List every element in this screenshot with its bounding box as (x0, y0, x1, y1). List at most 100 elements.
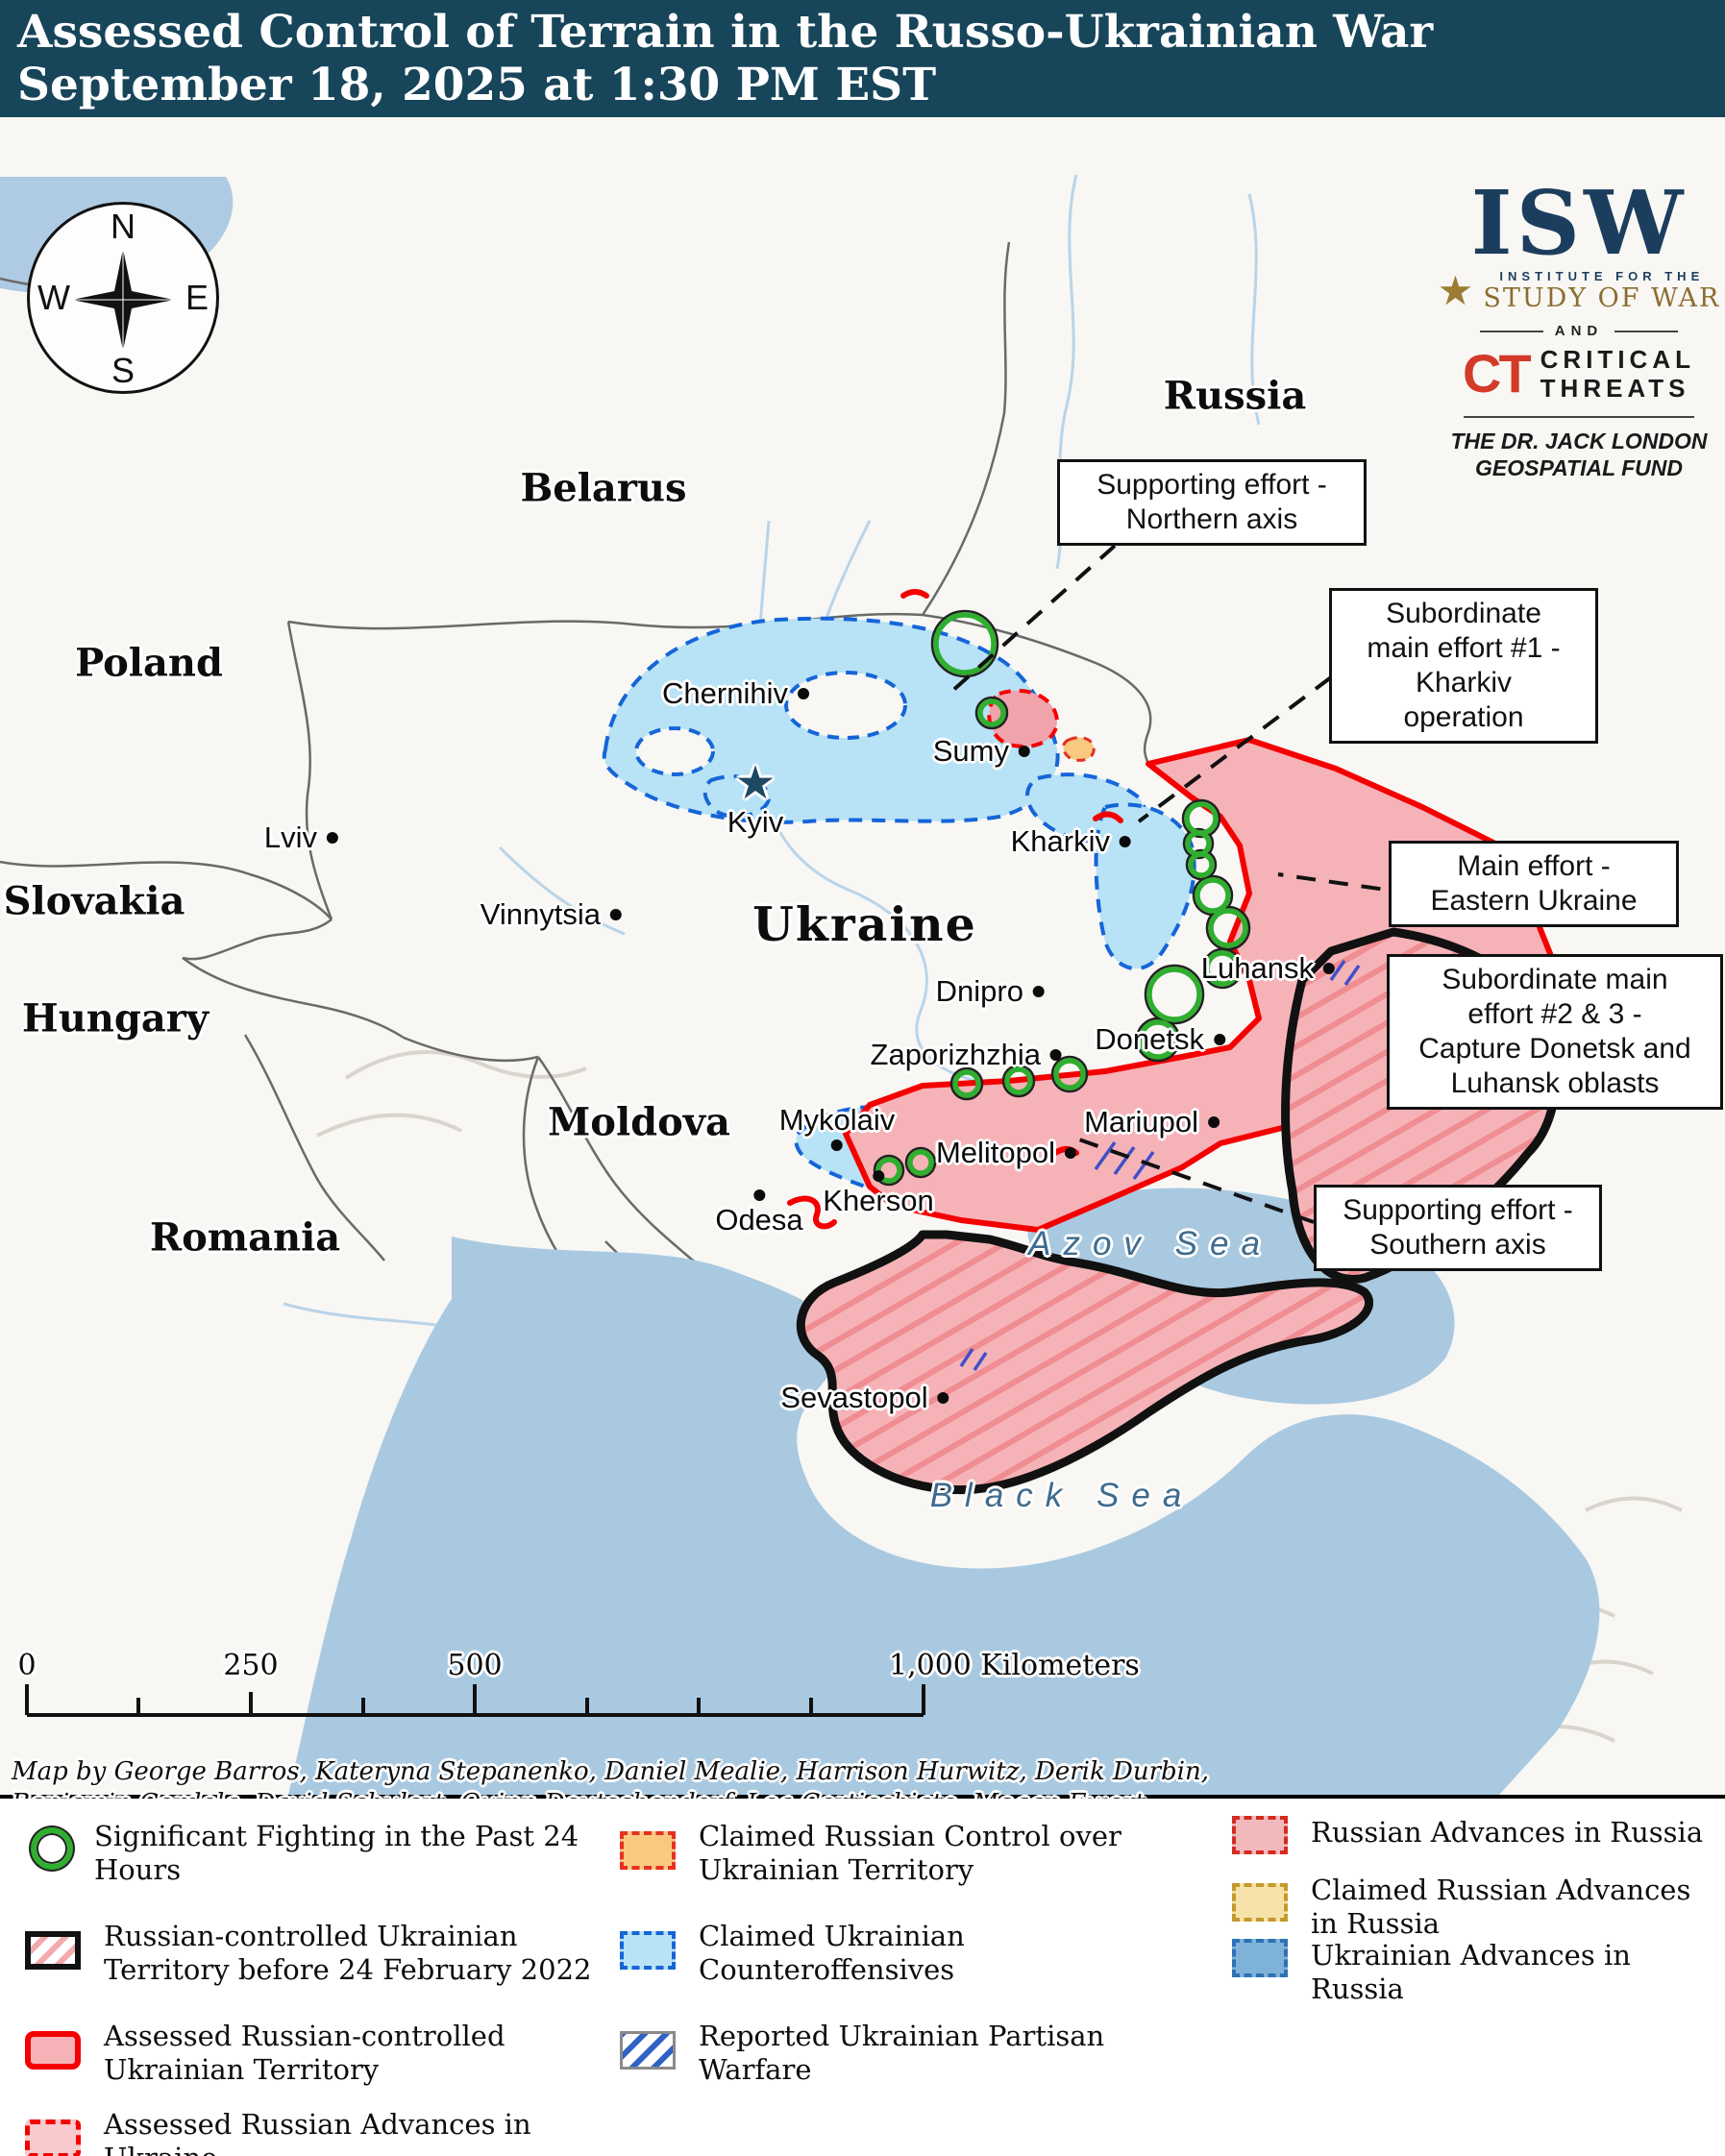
callout-kharkiv-operation: Subordinate main effort #1 - Kharkiv ope… (1329, 588, 1598, 744)
legend-label: Russian-controlled Ukrainian Territory b… (104, 1920, 592, 1986)
claimed-russian-control-swatch (620, 1831, 676, 1870)
city-label: Mykolaiv (778, 1103, 896, 1137)
city-label: Zaporizhzhia (870, 1038, 1041, 1071)
country-label-ukraine: Ukraine (752, 896, 977, 952)
russian-advances-russia-swatch (1232, 1816, 1288, 1854)
city-mariupol: Mariupol (1084, 1105, 1220, 1139)
pre2022-crimea (796, 1230, 1374, 1495)
ct-monogram-icon: CT (1463, 343, 1532, 404)
city-odesa: Odesa (715, 1189, 803, 1237)
city-dot (1214, 1034, 1225, 1045)
country-label-romania: Romania (149, 1214, 341, 1261)
geospatial-fund-label: THE DR. JACK LONDON GEOSPATIAL FUND (1450, 429, 1708, 480)
city-sevastopol: Sevastopol (780, 1381, 949, 1415)
city-dot (1323, 963, 1335, 974)
legend-item-claimed-russian-control: Claimed Russian Control over Ukrainian T… (620, 1820, 1179, 1887)
city-mykolaiv: Mykolaiv (778, 1103, 896, 1151)
city-kyiv: ★ Kyiv (727, 761, 784, 840)
compass-west-label: W (37, 278, 70, 317)
claimed-russian-advances-swatch (1232, 1883, 1288, 1922)
country-label-moldova: Moldova (548, 1099, 730, 1145)
isw-logo: ISW (1470, 171, 1688, 275)
black-sea (288, 1237, 1600, 1795)
city-label: Donetsk (1095, 1022, 1204, 1056)
fighting-circles (873, 609, 1251, 1187)
legend-label: Reported Ukrainian Partisan Warfare (699, 2020, 1105, 2086)
legend-label: Assessed Russian Advances in Ukraine (104, 2108, 531, 2156)
partisan-marks (959, 959, 1361, 1371)
city-dot (937, 1392, 949, 1404)
assessed-advances-swatch (25, 2119, 81, 2156)
city-label: Chernihiv (662, 676, 788, 710)
legend-item-russian-advances-russia: Russian Advances in Russia (1232, 1816, 1724, 1854)
callout-northern-axis: Supporting effort - Northern axis (1057, 459, 1367, 546)
compass-star-icon (72, 249, 174, 351)
legend-item-assessed-russian-controlled: Assessed Russian-controlled Ukrainian Te… (25, 2020, 604, 2087)
legend-label: Claimed Russian Advances in Russia (1311, 1874, 1691, 1940)
city-dot (327, 832, 338, 844)
country-label-hungary: Hungary (21, 995, 209, 1041)
city-label: Sevastopol (780, 1381, 928, 1414)
city-dot (1050, 1049, 1062, 1061)
compass-south-label: S (111, 351, 136, 390)
legend-item-significant-fighting: Significant Fighting in the Past 24 Hour… (31, 1820, 594, 1887)
city-label: Kharkiv (1010, 824, 1110, 858)
partisan-warfare-swatch (620, 2031, 676, 2070)
city-dot (753, 1189, 765, 1201)
map-canvas (0, 117, 1725, 1799)
city-label: Sumy (932, 734, 1009, 768)
country-label-russia: Russia (1163, 373, 1307, 419)
country-label-poland: Poland (75, 640, 223, 686)
city-dot (1065, 1147, 1076, 1159)
legend: Significant Fighting in the Past 24 Hour… (0, 1799, 1725, 2156)
ukrainian-advances-swatch (1232, 1939, 1288, 1977)
critical-threats-logo: CT CRITICAL THREATS (1463, 345, 1695, 403)
isw-institute-label: INSTITUTE FOR THE (1499, 269, 1705, 283)
city-zaporizhzhia: Zaporizhzhia (871, 1038, 1062, 1072)
scale-500: 500 (447, 1649, 503, 1682)
callout-southern-axis: Supporting effort - Southern axis (1314, 1185, 1602, 1271)
city-vinnytsia: Vinnytsia (481, 897, 622, 932)
callout-main-effort-eastern: Main effort - Eastern Ukraine (1389, 841, 1679, 927)
city-dot (1120, 836, 1131, 847)
city-melitopol: Melitopol (936, 1136, 1076, 1170)
city-dot (610, 909, 622, 920)
compass-north-label: N (111, 207, 136, 246)
isw-star-icon: ★ (1437, 268, 1474, 313)
city-label: Odesa (715, 1203, 803, 1237)
city-dot (1208, 1116, 1220, 1128)
city-dot (798, 688, 809, 699)
russian-advance-patch-sumy (987, 688, 1060, 748)
legend-item-partisan-warfare: Reported Ukrainian Partisan Warfare (620, 2020, 1179, 2087)
isw-study-of-war-label: STUDY OF WAR (1483, 283, 1721, 313)
compass-rose: N E S W (27, 202, 219, 394)
city-kherson: Kherson (823, 1170, 934, 1218)
city-luhansk: Luhansk (1201, 951, 1335, 986)
city-label: Mariupol (1084, 1105, 1198, 1139)
assessed-russian-swatch (25, 2031, 81, 2070)
city-label: Melitopol (935, 1136, 1055, 1169)
legend-item-claimed-ua-counteroffensives: Claimed Ukrainian Counteroffensives (620, 1920, 1179, 1987)
city-label: Vinnytsia (480, 897, 601, 931)
page-subtitle-date: September 18, 2025 at 1:30 PM EST (17, 59, 937, 111)
country-label-slovakia: Slovakia (3, 878, 185, 924)
city-dnipro: Dnipro (936, 974, 1045, 1009)
and-divider: AND (1479, 323, 1679, 339)
scale-1000-kilometers: 1,000 Kilometers (889, 1649, 1140, 1682)
legend-label: Significant Fighting in the Past 24 Hour… (94, 1820, 579, 1886)
legend-item-pre2022-territory: Russian-controlled Ukrainian Territory b… (25, 1920, 604, 1987)
callout-subordinate-2-3: Subordinate main effort #2 & 3 - Capture… (1387, 954, 1723, 1110)
counteroffensive-holes (634, 671, 907, 776)
legend-label: Claimed Russian Control over Ukrainian T… (699, 1820, 1121, 1886)
city-label: Kherson (823, 1184, 934, 1217)
sea-label-black-sea: Black Sea (929, 1477, 1195, 1514)
title-bar: Assessed Control of Terrain in the Russo… (0, 0, 1725, 117)
fund-divider (1464, 416, 1694, 418)
scale-250: 250 (223, 1649, 279, 1682)
and-label: AND (1554, 323, 1604, 339)
legend-item-claimed-russian-advances-russia: Claimed Russian Advances in Russia (1232, 1874, 1724, 1941)
logo-block: ISW ★ INSTITUTE FOR THE STUDY OF WAR AND… (1437, 171, 1721, 481)
legend-label: Assessed Russian-controlled Ukrainian Te… (104, 2020, 505, 2086)
compass-east-label: E (185, 278, 209, 317)
